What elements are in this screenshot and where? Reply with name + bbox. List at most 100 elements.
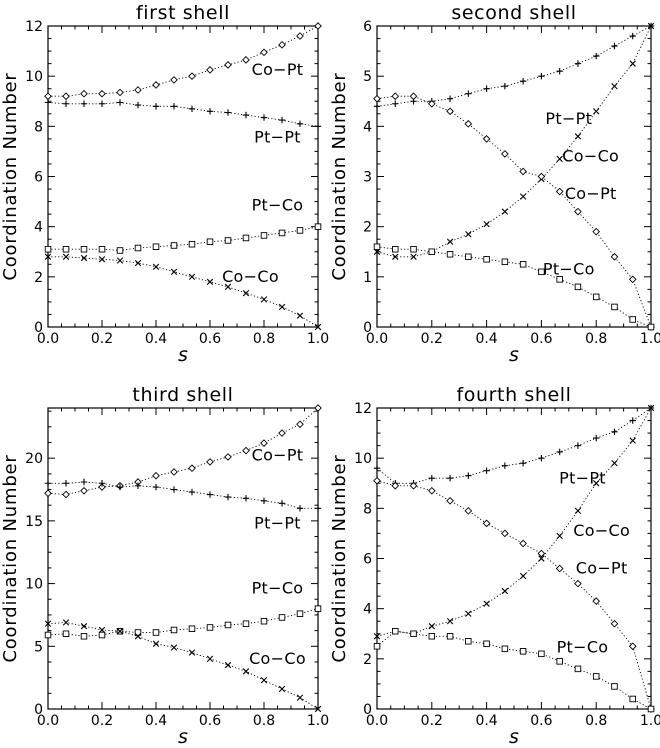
marker-diamond <box>314 404 322 412</box>
y-tick-label: 2 <box>34 270 43 286</box>
marker-diamond <box>206 66 214 74</box>
marker-cross <box>278 685 286 693</box>
marker-square <box>134 244 142 252</box>
marker-square <box>314 605 322 612</box>
marker-plus <box>483 467 490 474</box>
series-label: Co−Pt <box>252 60 304 79</box>
marker-square <box>611 683 618 690</box>
marker-cross <box>206 655 214 663</box>
marker-square <box>62 630 70 638</box>
marker-diamond <box>628 275 637 284</box>
y-axis-label: Coordination Number <box>329 72 350 280</box>
y-axis-label: Coordination Number <box>0 72 21 280</box>
marker-cross <box>483 220 490 228</box>
x-tick-label: 0.8 <box>585 713 607 729</box>
marker-plus <box>224 493 232 501</box>
marker-cross <box>260 676 268 684</box>
marker-plus <box>80 478 88 486</box>
marker-diamond <box>260 439 268 447</box>
marker-diamond <box>62 92 70 101</box>
x-tick-label: 0.8 <box>585 331 607 347</box>
marker-square <box>314 223 322 230</box>
y-tick-label: 8 <box>34 119 43 135</box>
chart-panel-4: fourth shell Coordination Number s 0.0 0.2 0.… <box>329 384 660 748</box>
marker-cross <box>224 661 232 669</box>
marker-plus <box>80 100 88 107</box>
marker-diamond <box>134 86 142 94</box>
marker-square <box>116 247 124 254</box>
marker-cross <box>465 231 472 238</box>
y-tick-label: 0 <box>34 320 43 336</box>
y-tick-label: 20 <box>25 451 43 467</box>
marker-square <box>278 614 286 621</box>
marker-square <box>224 621 232 629</box>
marker-diamond <box>574 579 582 588</box>
marker-square <box>465 253 472 261</box>
series-label: Pt−Pt <box>559 468 606 487</box>
marker-cross <box>116 257 124 264</box>
series-line <box>48 226 319 251</box>
y-tick-label: 10 <box>354 451 372 467</box>
marker-plus <box>188 105 196 112</box>
marker-square <box>629 316 636 323</box>
marker-diamond <box>427 486 436 495</box>
marker-plus <box>593 52 600 60</box>
marker-square <box>152 629 160 636</box>
marker-diamond <box>574 207 582 216</box>
marker-square <box>134 629 142 636</box>
series-line <box>376 246 652 328</box>
marker-diamond <box>409 481 418 490</box>
marker-cross <box>314 705 322 713</box>
y-tick-label: 0 <box>363 702 372 718</box>
y-tick-label: 8 <box>363 501 372 517</box>
marker-cross <box>574 133 582 140</box>
marker-plus <box>538 454 545 462</box>
marker-square <box>392 627 399 635</box>
marker-square <box>501 645 509 653</box>
marker-plus <box>116 483 124 491</box>
marker-cross <box>483 600 490 607</box>
marker-diamond <box>80 486 88 495</box>
marker-plus <box>465 472 472 479</box>
marker-plus <box>501 83 509 90</box>
marker-square <box>242 234 250 242</box>
marker-diamond <box>610 252 619 261</box>
marker-diamond <box>391 92 400 101</box>
series-line <box>48 25 319 97</box>
chart-title: fourth shell <box>456 384 571 406</box>
marker-plus <box>278 116 286 124</box>
marker-square <box>428 633 436 640</box>
y-axis-label: Coordination Number <box>0 454 21 662</box>
marker-cross <box>373 633 381 640</box>
marker-plus <box>501 462 509 469</box>
x-tick-label: 1.0 <box>640 331 660 347</box>
marker-cross <box>80 254 88 262</box>
marker-diamond <box>260 48 268 57</box>
marker-plus <box>152 103 160 110</box>
x-axis-label: s <box>178 726 188 748</box>
marker-square <box>392 245 399 253</box>
marker-cross <box>260 296 268 303</box>
marker-square <box>80 633 88 640</box>
chart-title: third shell <box>132 384 233 406</box>
marker-diamond <box>224 61 232 69</box>
series-label: Co−Pt <box>565 184 617 203</box>
marker-plus <box>242 495 250 502</box>
marker-cross <box>501 208 509 215</box>
marker-square <box>647 705 655 713</box>
marker-diamond <box>610 619 619 628</box>
series-line <box>376 25 652 258</box>
x-tick-label: 0.8 <box>253 713 275 729</box>
marker-square <box>519 261 527 268</box>
marker-square <box>556 658 563 665</box>
series-4 <box>373 627 655 713</box>
x-tick-label: 0.6 <box>530 331 552 347</box>
series-4 <box>44 619 322 713</box>
chart-panel-1: first shell Coordination Number s 0.0 0.2 0.4… <box>0 2 329 366</box>
marker-diamond <box>446 496 454 505</box>
marker-plus <box>574 60 582 67</box>
marker-plus <box>170 486 178 493</box>
x-tick-label: 0.4 <box>475 331 497 347</box>
marker-diamond <box>44 92 52 101</box>
marker-cross <box>224 283 232 291</box>
